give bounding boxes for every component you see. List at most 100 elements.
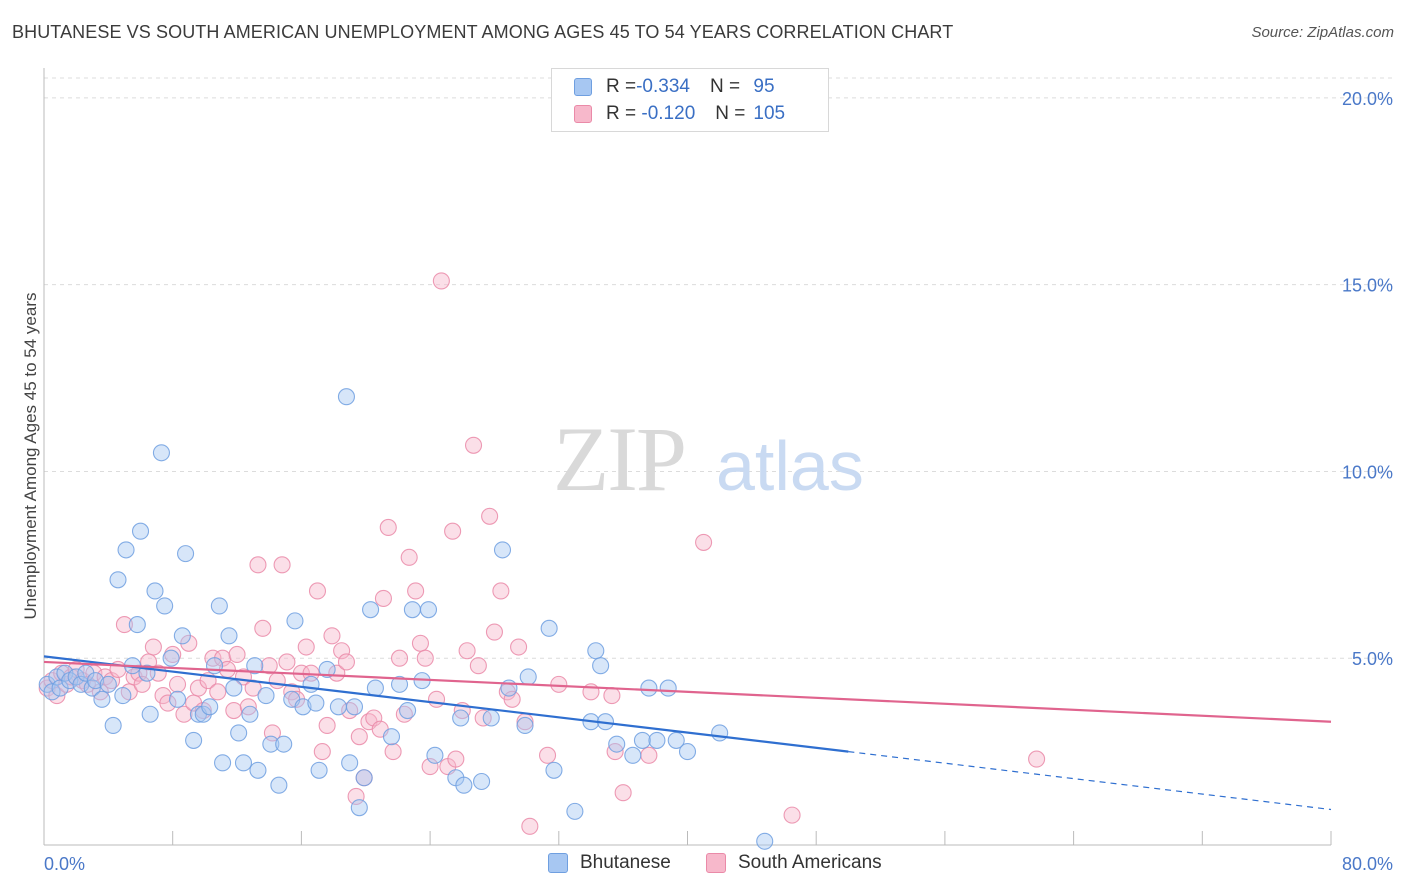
bottom-legend-swatch-south-americans (706, 853, 726, 873)
south-americans-point (144, 638, 162, 656)
south-americans-trendline (43, 660, 1332, 723)
south-americans-point (550, 675, 568, 693)
bhutanese-point (540, 619, 558, 637)
south-americans-point (444, 522, 462, 540)
bhutanese-point (640, 679, 658, 697)
trend-layer (43, 655, 1332, 811)
legend-r-label: R = (606, 76, 637, 97)
bhutanese-point (131, 522, 150, 540)
south-americans-point (278, 653, 296, 671)
bhutanese-point (270, 776, 288, 794)
south-americans-point (225, 701, 243, 720)
bhutanese-point (390, 675, 409, 693)
south-americans-point (492, 582, 510, 600)
bhutanese-point (246, 657, 264, 675)
bhutanese-point (225, 679, 243, 697)
south-americans-point (337, 653, 355, 671)
legend-row-bhutanese: R = -0.334 N = 95 (574, 75, 775, 99)
bhutanese-point (482, 709, 500, 727)
y-axis-label: Unemployment Among Ages 45 to 54 years (21, 293, 40, 620)
bhutanese-point (667, 731, 685, 749)
south-americans-point (447, 750, 465, 768)
bhutanese-point (307, 694, 325, 712)
bhutanese-point (608, 735, 626, 753)
bhutanese-point (220, 627, 238, 645)
south-americans-point (273, 556, 291, 574)
bhutanese-trendline-extension (848, 751, 1332, 811)
south-americans-point (159, 694, 177, 712)
chart-source: Source: ZipAtlas.com (1251, 24, 1394, 41)
bhutanese-point (177, 545, 195, 563)
bhutanese-point (341, 754, 359, 772)
bhutanese-point (711, 724, 729, 742)
bhutanese-point (168, 690, 187, 708)
legend-row-south-americans: R = -0.120 N = 105 (574, 102, 785, 126)
bhutanese-point (201, 698, 219, 716)
bhutanese-point (516, 716, 534, 735)
bhutanese-point (275, 735, 293, 753)
south-americans-point (427, 690, 446, 708)
south-americans-point (228, 645, 246, 664)
bhutanese-point (249, 761, 267, 779)
bhutanese-trendline (43, 655, 849, 753)
bhutanese-point (587, 642, 605, 660)
bhutanese-point (519, 668, 537, 686)
bhutanese-point (592, 657, 610, 675)
legend-r-value: -0.334 (636, 76, 690, 97)
bhutanese-point (146, 582, 164, 600)
bhutanese-point (141, 705, 159, 723)
south-americans-point (481, 507, 499, 525)
bhutanese-point (99, 675, 117, 693)
bhutanese-point (493, 541, 512, 559)
bhutanese-point (257, 687, 275, 705)
south-americans-points (38, 272, 1046, 835)
south-americans-point (318, 716, 336, 735)
south-americans-point (538, 746, 557, 764)
bhutanese-point (117, 541, 135, 559)
legend-swatch-south-americans (574, 105, 592, 123)
bhutanese-point (318, 660, 336, 678)
bhutanese-point (452, 709, 470, 727)
bhutanese-point (455, 776, 473, 794)
south-americans-point (308, 582, 327, 600)
bhutanese-point (230, 724, 248, 742)
watermark-atlas: atlas (716, 427, 864, 505)
legend-n-value: 105 (753, 103, 786, 124)
south-americans-point (328, 664, 346, 682)
south-americans-point (407, 582, 425, 600)
south-americans-point (268, 672, 286, 690)
legend-n-label: N = (709, 76, 741, 97)
south-americans-point (695, 533, 713, 551)
bhutanese-point (678, 743, 697, 761)
watermark-zip: ZIP (553, 408, 685, 510)
south-americans-point (485, 623, 504, 641)
legend-swatch-bhutanese (574, 78, 592, 96)
bhutanese-point (362, 601, 380, 619)
south-americans-point (209, 683, 227, 701)
south-americans-point (133, 675, 151, 693)
bhutanese-point (48, 668, 66, 686)
y-tick-label: 20.0% (1342, 89, 1393, 109)
south-americans-point (168, 675, 187, 693)
bhutanese-point (286, 612, 304, 630)
chart-title: BHUTANESE VS SOUTH AMERICAN UNEMPLOYMENT… (12, 22, 954, 42)
south-americans-point (260, 657, 278, 675)
south-americans-point (421, 758, 439, 776)
bhutanese-point (624, 746, 642, 764)
south-americans-point (503, 690, 521, 708)
bhutanese-point (262, 735, 280, 753)
bhutanese-point (403, 601, 421, 619)
bhutanese-point (337, 388, 355, 406)
south-americans-point (115, 616, 133, 634)
bhutanese-point (756, 832, 774, 850)
bhutanese-point (109, 571, 127, 589)
bhutanese-point (659, 679, 677, 697)
bottom-legend-label-bhutanese: Bhutanese (580, 852, 671, 873)
bhutanese-point (241, 705, 259, 723)
bhutanese-point (128, 616, 146, 634)
tick-layer: 5.0% 10.0% 15.0% 20.0% (43, 89, 1393, 845)
bhutanese-point (93, 690, 111, 708)
south-americans-point (297, 638, 315, 656)
south-americans-point (510, 638, 528, 656)
south-americans-point (175, 705, 193, 723)
